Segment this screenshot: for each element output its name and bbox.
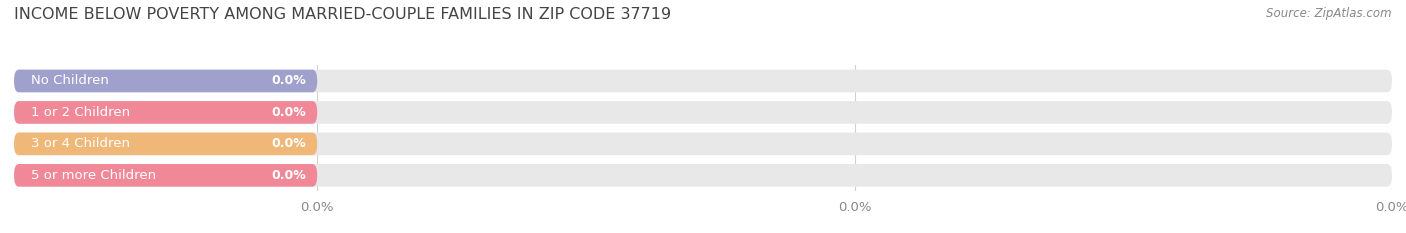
FancyBboxPatch shape [14, 164, 318, 187]
FancyBboxPatch shape [14, 133, 318, 155]
Text: 1 or 2 Children: 1 or 2 Children [31, 106, 129, 119]
Text: 0.0%: 0.0% [271, 137, 307, 150]
Text: INCOME BELOW POVERTY AMONG MARRIED-COUPLE FAMILIES IN ZIP CODE 37719: INCOME BELOW POVERTY AMONG MARRIED-COUPL… [14, 7, 671, 22]
Text: 0.0%: 0.0% [271, 75, 307, 87]
Text: No Children: No Children [31, 75, 108, 87]
FancyBboxPatch shape [14, 164, 1392, 187]
FancyBboxPatch shape [14, 101, 1392, 124]
Text: 0.0%: 0.0% [271, 169, 307, 182]
FancyBboxPatch shape [14, 101, 318, 124]
FancyBboxPatch shape [14, 70, 1392, 92]
Text: Source: ZipAtlas.com: Source: ZipAtlas.com [1267, 7, 1392, 20]
Text: 5 or more Children: 5 or more Children [31, 169, 156, 182]
Text: 0.0%: 0.0% [271, 106, 307, 119]
FancyBboxPatch shape [14, 133, 1392, 155]
FancyBboxPatch shape [14, 70, 318, 92]
Text: 3 or 4 Children: 3 or 4 Children [31, 137, 129, 150]
